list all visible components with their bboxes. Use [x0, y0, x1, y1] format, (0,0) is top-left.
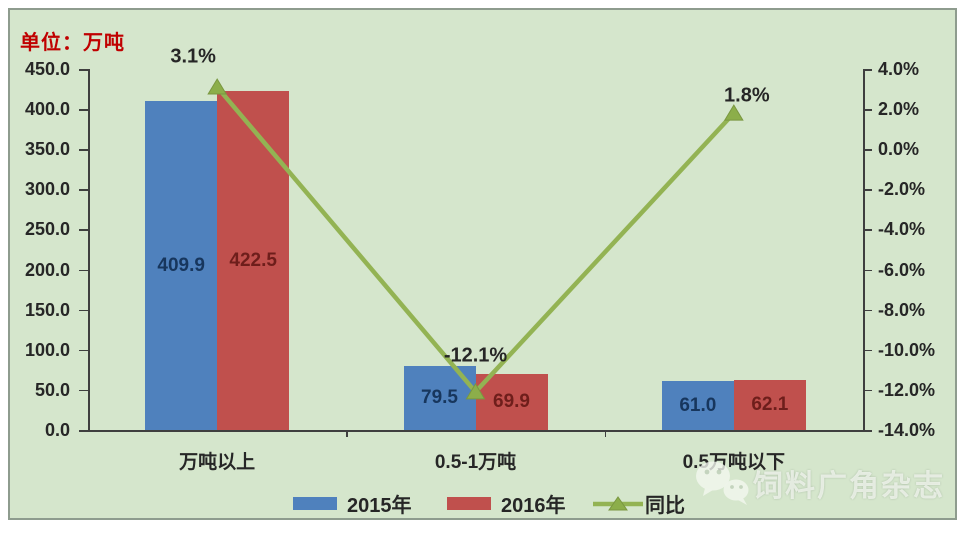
- yoy-marker-triangle: [207, 78, 228, 95]
- bar-value-label: 69.9: [493, 390, 530, 412]
- legend-swatch: [447, 497, 491, 510]
- y-axis-tick-left: [79, 389, 88, 392]
- y-axis-tick-left: [79, 309, 88, 312]
- y-axis-tick-right: [863, 269, 872, 272]
- legend-label: 2016年: [501, 495, 566, 517]
- bar-value-label: 409.9: [157, 254, 205, 276]
- chart-frame: 单位：万吨 450.0 400.0 350.0 300.0 250.0 200.0 150.…: [8, 8, 957, 520]
- y-axis-label-right: -12.0%: [878, 379, 936, 400]
- y-axis-tick-left: [79, 69, 88, 71]
- y-axis-label-left: 150.0: [24, 299, 70, 320]
- wechat-icon: [696, 461, 749, 505]
- watermark: 饲料广角杂志: [693, 458, 945, 508]
- y-axis-tick-left: [79, 109, 88, 111]
- bar-value-label: 62.1: [751, 394, 789, 416]
- legend-label: 同比: [645, 495, 685, 517]
- axes-layer: 450.0 400.0 350.0 300.0 250.0 200.0 150.0 100.0…: [10, 10, 955, 518]
- y-axis-label-right: 2.0%: [878, 99, 920, 120]
- legend-swatch: [293, 497, 337, 510]
- yoy-marker-triangle: [723, 104, 744, 121]
- y-axis-tick-left: [79, 269, 88, 272]
- y-axis-tick-left: [79, 430, 88, 432]
- y-axis-label-right: -8.0%: [878, 299, 926, 320]
- x-axis: [80, 430, 872, 432]
- line-point-label: 3.1%: [170, 45, 216, 68]
- y-axis-label-left: 250.0: [24, 219, 70, 240]
- bar-value-label: 422.5: [229, 249, 277, 271]
- y-axis-tick-left: [79, 229, 88, 231]
- y-axis-label-left: 300.0: [24, 179, 70, 200]
- y-axis-label-right: -10.0%: [878, 339, 936, 360]
- y-axis-tick-right: [863, 189, 872, 191]
- y-axis-label-left: 350.0: [24, 139, 70, 160]
- x-axis-boundary-tick: [604, 430, 607, 437]
- y-axis-label-left: 450.0: [24, 59, 70, 79]
- bar-value-label: 79.5: [421, 387, 458, 409]
- labels-layer: 3.1% -12.1% 1.8%: [10, 10, 955, 518]
- y-axis-tick-left: [79, 349, 88, 352]
- category-label: 0.5-1万吨: [434, 452, 517, 473]
- legend-line-marker: [593, 496, 643, 511]
- line-point-label: -12.1%: [443, 344, 508, 367]
- y-axis-right: [863, 69, 865, 430]
- y-axis-label-right: 4.0%: [878, 59, 920, 79]
- y-axis-tick-right: [863, 69, 872, 71]
- category-label: 万吨以上: [179, 452, 256, 473]
- y-axis-tick-right: [863, 349, 872, 352]
- legend: 2015年 2016年 同比: [10, 10, 955, 518]
- y-axis-label-right: -14.0%: [878, 420, 936, 440]
- y-axis-label-right: 0.0%: [878, 139, 920, 160]
- y-axis-tick-right: [863, 430, 872, 432]
- yoy-line: [215, 85, 736, 396]
- unit-label: 单位：万吨: [20, 32, 125, 54]
- line-point-label: 1.8%: [724, 84, 770, 107]
- y-axis-label-left: 0.0: [44, 420, 70, 440]
- y-axis-tick-right: [863, 149, 872, 151]
- y-axis-tick-right: [863, 229, 872, 231]
- bars-layer: 409.9 422.5 万吨以上 79.5 69.9 0.5-1万吨 61.0 62.1 0.5…: [10, 10, 955, 518]
- bar-2015年: [145, 101, 218, 430]
- y-axis-tick-right: [863, 389, 872, 392]
- y-axis-label-right: -2.0%: [878, 179, 926, 200]
- yoy-line-layer: [207, 78, 744, 400]
- y-axis-tick-right: [863, 309, 872, 312]
- y-axis-label-left: 50.0: [34, 379, 70, 400]
- bar-2016年: [733, 380, 806, 430]
- y-axis-label-right: -6.0%: [878, 259, 926, 280]
- x-axis-boundary-tick: [346, 430, 348, 437]
- y-axis-label-left: 200.0: [24, 259, 70, 280]
- bar-2015年: [661, 381, 734, 430]
- bar-2015年: [403, 366, 476, 430]
- y-axis-left: [88, 69, 90, 430]
- y-axis-label-left: 100.0: [24, 339, 70, 360]
- bar-2016年: [217, 91, 290, 430]
- y-axis-tick-right: [863, 109, 872, 111]
- y-axis-label-left: 400.0: [24, 99, 70, 120]
- watermark-text: 饲料广角杂志: [753, 470, 945, 503]
- y-axis-tick-left: [79, 149, 88, 151]
- legend-label: 2015年: [347, 495, 412, 517]
- y-axis-tick-left: [79, 189, 88, 191]
- bar-value-label: 61.0: [679, 394, 717, 416]
- y-axis-label-right: -4.0%: [878, 219, 926, 240]
- yoy-marker-triangle: [465, 382, 486, 400]
- bar-2016年: [475, 373, 548, 430]
